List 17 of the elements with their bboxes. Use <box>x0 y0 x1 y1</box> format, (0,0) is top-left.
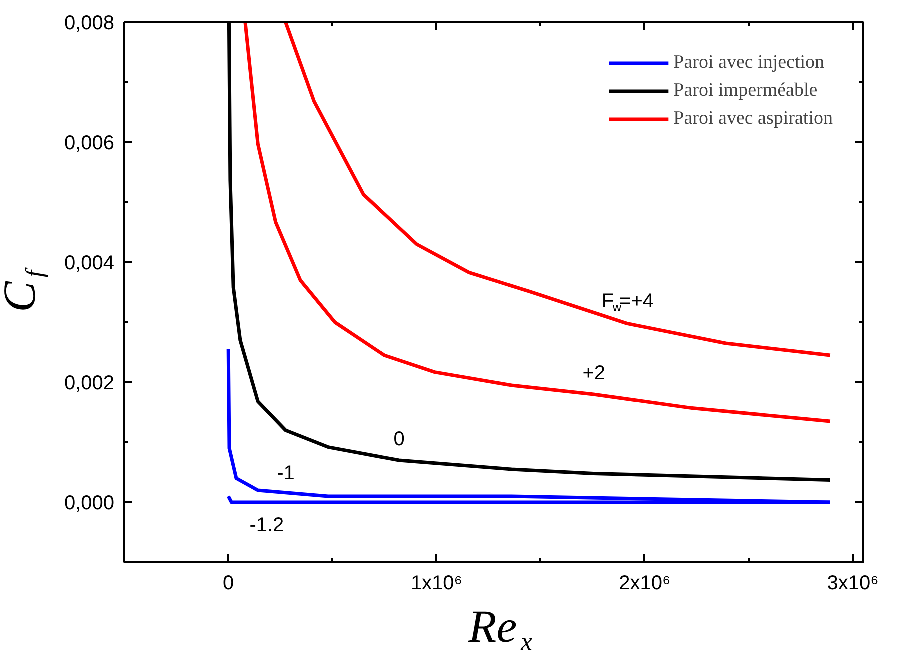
x-tick-label: 2x10⁶ <box>619 572 671 594</box>
annotation: -1.2 <box>250 514 284 536</box>
x-axis-title: Re$_{x}$ <box>468 600 534 658</box>
annotation: -1 <box>277 462 295 484</box>
x-tick-label: 3x10⁶ <box>827 572 879 594</box>
annotation: +2 <box>582 362 606 384</box>
y-tick-label: 0,008 <box>64 12 115 34</box>
legend-label: Paroi avec injection <box>674 52 825 74</box>
legend-label: Paroi avec aspiration <box>674 108 833 130</box>
y-tick-label: 0,002 <box>64 372 115 394</box>
annotation: 0 <box>394 428 405 450</box>
y-tick-label: 0,000 <box>64 492 115 514</box>
legend-label: Paroi imperméable <box>674 80 818 102</box>
y-tick-label: 0,004 <box>64 252 115 274</box>
y-tick-label: 0,006 <box>64 132 115 154</box>
x-tick-label: 1x10⁶ <box>410 572 463 594</box>
x-tick-label: 0 <box>223 572 234 594</box>
